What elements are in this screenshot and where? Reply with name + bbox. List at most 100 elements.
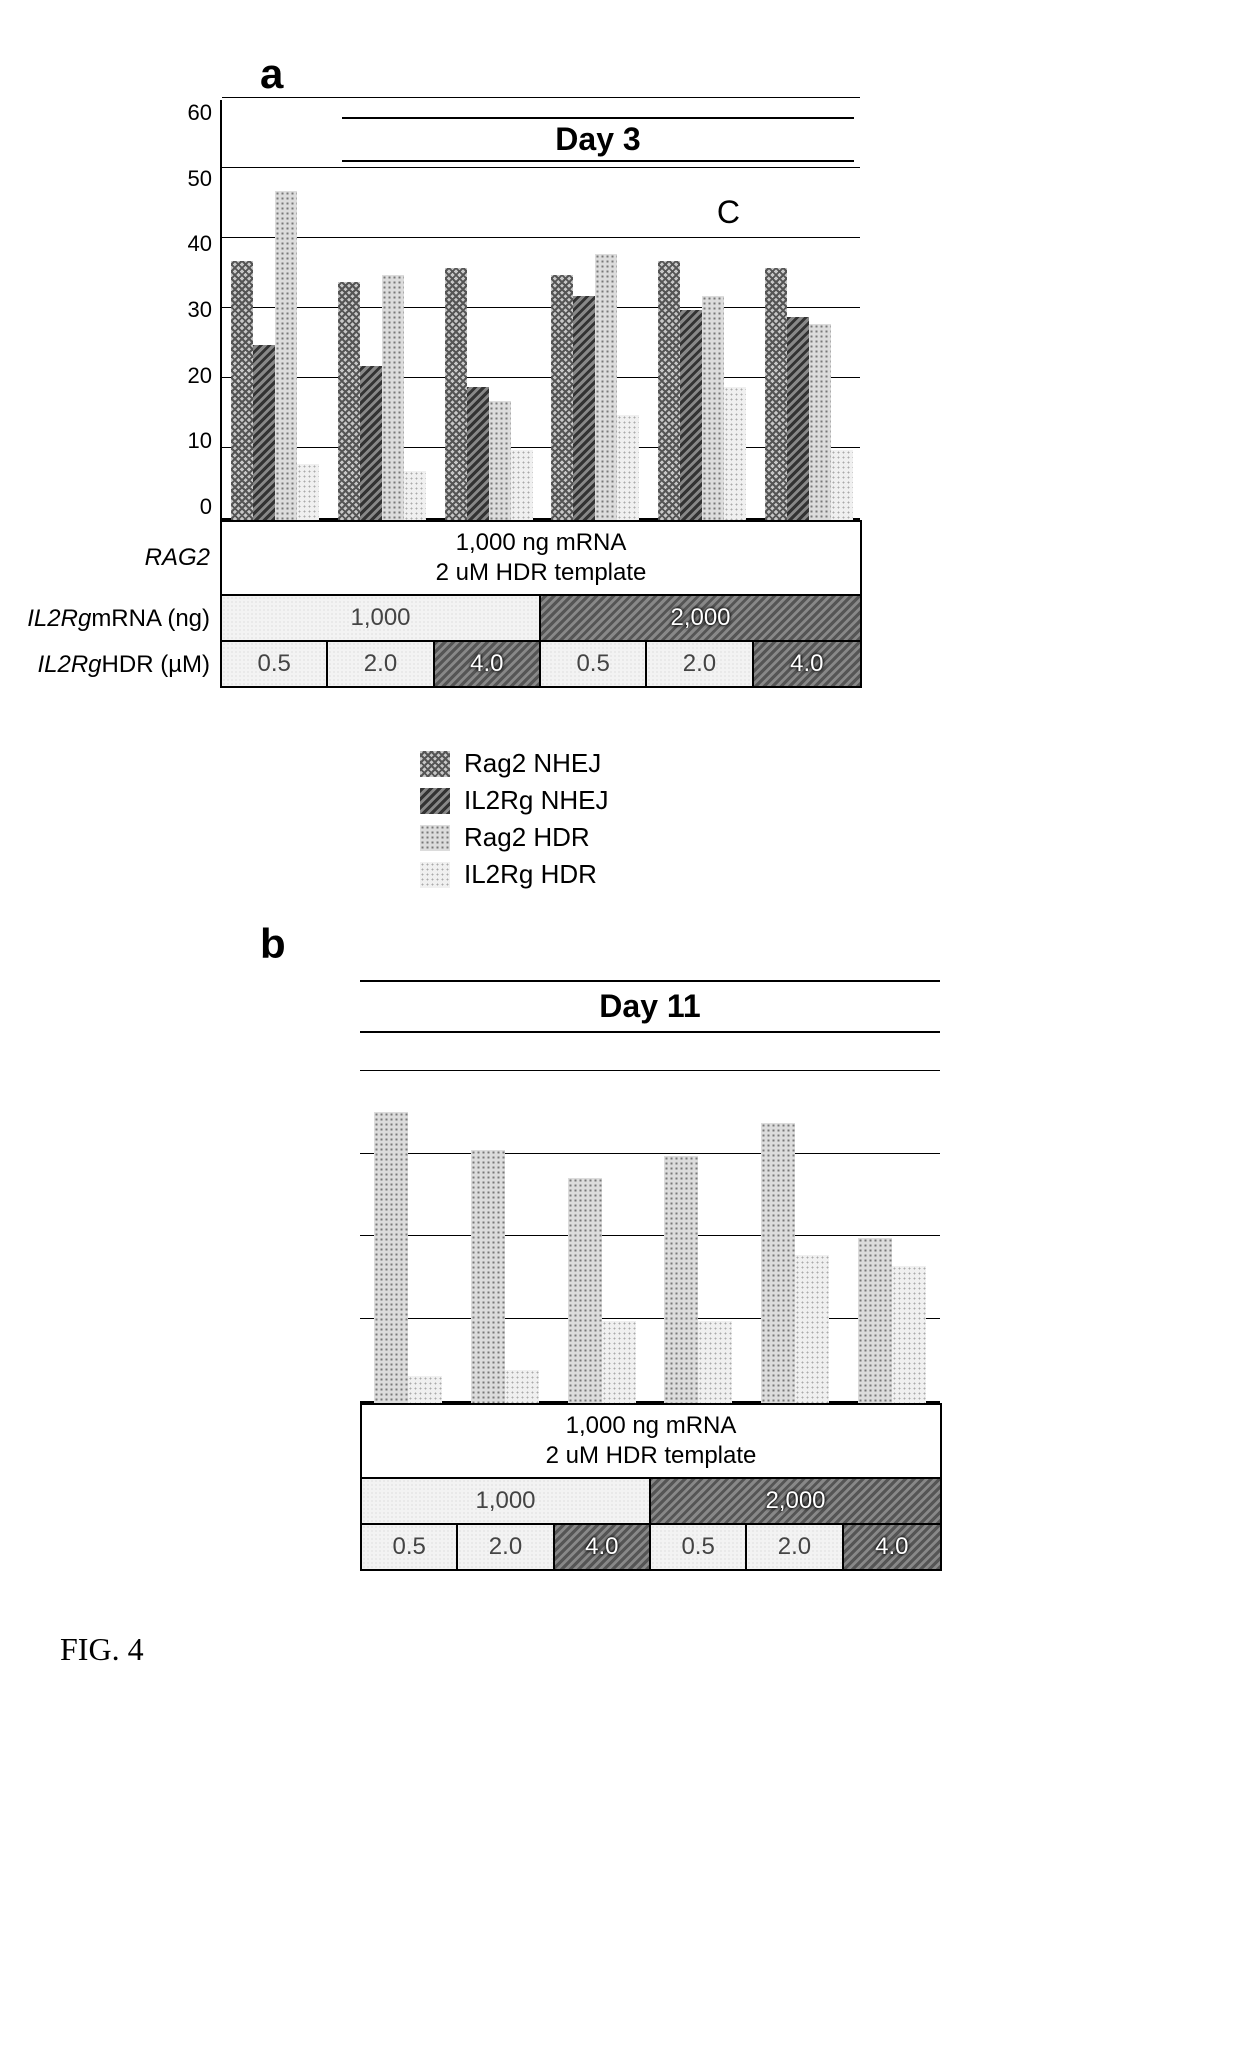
y-tick: 0 xyxy=(200,494,212,520)
bar xyxy=(253,345,275,520)
gridline xyxy=(360,1318,940,1319)
bar-group xyxy=(374,1112,442,1404)
bar xyxy=(858,1238,892,1403)
cell: 2,000 xyxy=(651,1479,940,1523)
bar xyxy=(795,1255,829,1404)
bar xyxy=(338,282,360,520)
panel-a-yaxis: 6050403020100 xyxy=(170,100,220,520)
bar-group xyxy=(858,1238,926,1403)
bar-group xyxy=(568,1178,636,1404)
bar xyxy=(382,275,404,520)
gridline xyxy=(222,167,860,168)
cell: 2.0 xyxy=(328,642,434,686)
bar xyxy=(787,317,809,520)
gridline xyxy=(222,97,860,98)
under-row: 1,0002,000 xyxy=(360,1479,1000,1525)
bar xyxy=(680,310,702,520)
panel-b-title: Day 11 xyxy=(360,980,940,1033)
panel-a-plot-wrap: Day 3 C xyxy=(220,100,860,520)
legend: Rag2 NHEJ IL2Rg NHEJ Rag2 HDR IL2Rg HDR xyxy=(420,748,820,890)
bar-group xyxy=(761,1123,829,1404)
under-row: 1,000 ng mRNA 2 uM HDR template xyxy=(360,1403,1000,1479)
bar-group xyxy=(445,268,533,520)
bar xyxy=(702,296,724,520)
row-cells: 1,0002,000 xyxy=(360,1479,942,1525)
legend-row: IL2Rg NHEJ xyxy=(420,785,820,816)
panel-a-chart-row: 6050403020100 Day 3 C xyxy=(170,100,1070,520)
cell: 1,000 ng mRNA 2 uM HDR template xyxy=(362,1405,940,1477)
bar-group xyxy=(471,1150,539,1403)
gridline xyxy=(360,1070,940,1071)
bar xyxy=(892,1266,926,1404)
cell: 0.5 xyxy=(541,642,647,686)
under-row: 0.52.04.00.52.04.0 xyxy=(360,1525,1000,1571)
panel-b-letter: b xyxy=(260,920,286,968)
bar xyxy=(374,1112,408,1404)
legend-label: IL2Rg HDR xyxy=(464,859,597,890)
cell: 4.0 xyxy=(555,1525,651,1569)
bar xyxy=(297,464,319,520)
bar xyxy=(404,471,426,520)
panel-b-chart-row xyxy=(360,1073,1000,1403)
cell: 1,000 ng mRNA 2 uM HDR template xyxy=(222,522,860,594)
figure-caption: FIG. 4 xyxy=(60,1631,1220,1668)
bar-group xyxy=(664,1156,732,1404)
bar xyxy=(467,387,489,520)
under-row: IL2Rg mRNA (ng)1,0002,000 xyxy=(170,596,1070,642)
row-cells: 0.52.04.00.52.04.0 xyxy=(220,642,862,688)
cell: 0.5 xyxy=(362,1525,458,1569)
cell: 2.0 xyxy=(747,1525,843,1569)
bar xyxy=(445,268,467,520)
bar xyxy=(573,296,595,520)
legend-label: Rag2 NHEJ xyxy=(464,748,601,779)
bar xyxy=(761,1123,795,1404)
bar xyxy=(831,450,853,520)
cell: 2.0 xyxy=(458,1525,554,1569)
legend-row: IL2Rg HDR xyxy=(420,859,820,890)
bar-group xyxy=(338,275,426,520)
bar xyxy=(595,254,617,520)
bar xyxy=(617,415,639,520)
panel-b-plot xyxy=(360,1073,940,1403)
legend-swatch xyxy=(420,788,450,814)
bar xyxy=(408,1376,442,1404)
row-cells: 1,0002,000 xyxy=(220,596,862,642)
bar xyxy=(809,324,831,520)
bar xyxy=(511,450,533,520)
legend-label: Rag2 HDR xyxy=(464,822,590,853)
cell: 4.0 xyxy=(435,642,541,686)
bar xyxy=(275,191,297,520)
y-tick: 20 xyxy=(188,363,212,389)
legend-swatch xyxy=(420,751,450,777)
bar xyxy=(551,275,573,520)
panel-a-under-table: RAG21,000 ng mRNA 2 uM HDR templateIL2Rg… xyxy=(170,520,1070,688)
bar-group xyxy=(658,261,746,520)
legend-row: Rag2 HDR xyxy=(420,822,820,853)
panel-a-title: Day 3 xyxy=(342,117,854,162)
gridline xyxy=(360,1153,940,1154)
panel-a-annotation-c: C xyxy=(717,194,740,231)
panel-b: b Day 11 1,000 ng mRNA 2 uM HDR template… xyxy=(240,970,1000,1571)
bar xyxy=(658,261,680,520)
row-cells: 0.52.04.00.52.04.0 xyxy=(360,1525,942,1571)
cell: 2,000 xyxy=(541,596,860,640)
y-tick: 40 xyxy=(188,231,212,257)
cell: 4.0 xyxy=(754,642,860,686)
panel-b-under-table: 1,000 ng mRNA 2 uM HDR template1,0002,00… xyxy=(360,1403,1000,1571)
under-row: RAG21,000 ng mRNA 2 uM HDR template xyxy=(170,520,1070,596)
panel-a-plot xyxy=(222,100,862,520)
bar xyxy=(360,366,382,520)
bar xyxy=(698,1321,732,1404)
panel-b-plot-wrap xyxy=(360,1073,940,1403)
bar xyxy=(602,1321,636,1404)
bar-group xyxy=(765,268,853,520)
row-label: IL2Rg HDR (µM) xyxy=(0,642,220,688)
panel-a: a 6050403020100 Day 3 C RAG21,000 ng mRN… xyxy=(170,100,1070,688)
legend-swatch xyxy=(420,862,450,888)
y-tick: 50 xyxy=(188,166,212,192)
bar xyxy=(664,1156,698,1404)
gridline xyxy=(360,1235,940,1236)
bar xyxy=(489,401,511,520)
bar xyxy=(724,387,746,520)
under-row: IL2Rg HDR (µM)0.52.04.00.52.04.0 xyxy=(170,642,1070,688)
